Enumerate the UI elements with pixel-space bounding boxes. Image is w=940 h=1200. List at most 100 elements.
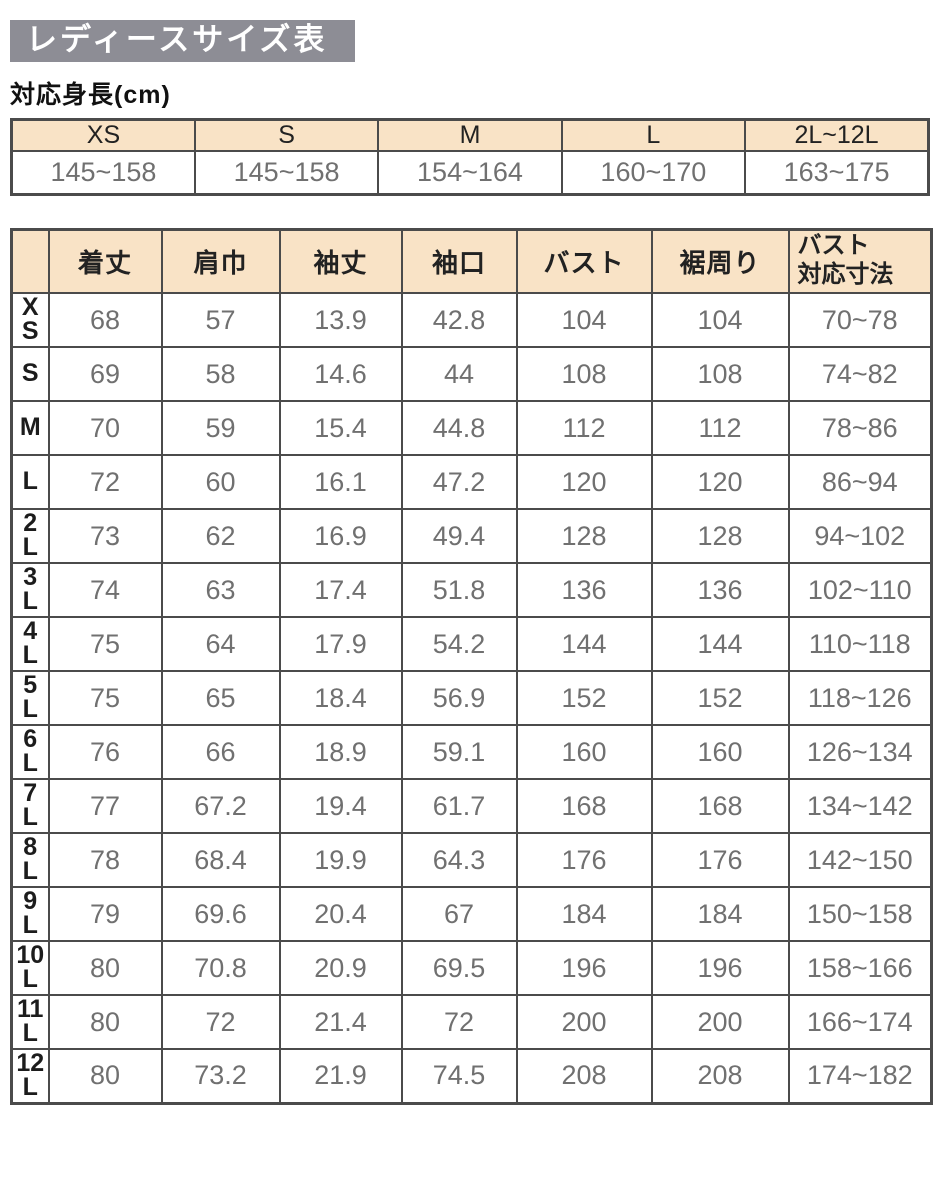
height-table-heading: 対応身長(cm) [10, 81, 171, 109]
size-value-cell: 20.4 [278, 886, 403, 942]
size-value-cell: 51.8 [400, 562, 518, 618]
size-row-M: M 70 59 15.4 44.8 112 112 78~86 [10, 400, 933, 456]
size-value-cell: 176 [515, 832, 653, 888]
size-value-cell: 166~174 [787, 994, 933, 1050]
size-value-cell: 174~182 [787, 1048, 933, 1104]
size-value-cell: 49.4 [400, 508, 518, 564]
size-value-cell: 94~102 [787, 508, 933, 564]
row-label-4L: 4 L [10, 616, 50, 672]
row-label-M: M [10, 400, 50, 456]
size-value-cell: 74~82 [787, 346, 933, 402]
size-value-cell: 80 [47, 940, 163, 996]
size-value-cell: 72 [160, 994, 281, 1050]
size-value-cell: 44.8 [400, 400, 518, 456]
height-range-cell: 145~158 [193, 150, 380, 195]
size-value-cell: 58 [160, 346, 281, 402]
size-value-cell: 59.1 [400, 724, 518, 780]
size-value-cell: 73 [47, 508, 163, 564]
size-value-cell: 14.6 [278, 346, 403, 402]
size-value-cell: 73.2 [160, 1048, 281, 1104]
size-value-cell: 69.5 [400, 940, 518, 996]
size-row-8L: 8 L 78 68.4 19.9 64.3 176 176 142~150 [10, 832, 933, 888]
size-value-cell: 16.1 [278, 454, 403, 510]
size-value-cell: 44 [400, 346, 518, 402]
size-col-header: 肩巾 [160, 228, 281, 294]
row-label-11L: 11 L [10, 994, 50, 1050]
size-value-cell: 74.5 [400, 1048, 518, 1104]
row-label-XS: X S [10, 292, 50, 348]
size-value-cell: 15.4 [278, 400, 403, 456]
size-value-cell: 18.4 [278, 670, 403, 726]
size-value-cell: 42.8 [400, 292, 518, 348]
size-value-cell: 112 [515, 400, 653, 456]
size-value-cell: 17.9 [278, 616, 403, 672]
size-value-cell: 21.4 [278, 994, 403, 1050]
height-range-cell: 163~175 [744, 150, 930, 195]
size-value-cell: 168 [650, 778, 790, 834]
size-row-S: S 69 58 14.6 44 108 108 74~82 [10, 346, 933, 402]
height-range-cell: 154~164 [377, 150, 563, 195]
size-value-cell: 70.8 [160, 940, 281, 996]
height-table-values-row: 145~158 145~158 154~164 160~170 163~175 [10, 150, 930, 195]
size-value-cell: 80 [47, 994, 163, 1050]
size-value-cell: 196 [515, 940, 653, 996]
size-value-cell: 19.9 [278, 832, 403, 888]
size-value-cell: 176 [650, 832, 790, 888]
size-value-cell: 69 [47, 346, 163, 402]
size-value-cell: 70~78 [787, 292, 933, 348]
size-row-7L: 7 L 77 67.2 19.4 61.7 168 168 134~142 [10, 778, 933, 834]
size-value-cell: 75 [47, 670, 163, 726]
row-label-9L: 9 L [10, 886, 50, 942]
height-col-header: XS [10, 118, 196, 152]
size-table-corner-cell [10, 228, 50, 294]
size-value-cell: 65 [160, 670, 281, 726]
size-value-cell: 66 [160, 724, 281, 780]
size-value-cell: 75 [47, 616, 163, 672]
size-col-header: 着丈 [47, 228, 163, 294]
height-col-header: L [560, 118, 747, 152]
size-value-cell: 62 [160, 508, 281, 564]
size-value-cell: 56.9 [400, 670, 518, 726]
size-value-cell: 184 [515, 886, 653, 942]
size-value-cell: 67 [400, 886, 518, 942]
size-value-cell: 128 [515, 508, 653, 564]
size-value-cell: 13.9 [278, 292, 403, 348]
size-value-cell: 86~94 [787, 454, 933, 510]
size-row-4L: 4 L 75 64 17.9 54.2 144 144 110~118 [10, 616, 933, 672]
size-value-cell: 76 [47, 724, 163, 780]
size-value-cell: 60 [160, 454, 281, 510]
size-value-cell: 63 [160, 562, 281, 618]
size-row-10L: 10 L 80 70.8 20.9 69.5 196 196 158~166 [10, 940, 933, 996]
size-value-cell: 104 [650, 292, 790, 348]
row-label-2L: 2 L [10, 508, 50, 564]
size-col-header: 裾周り [650, 228, 790, 294]
size-value-cell: 69.6 [160, 886, 281, 942]
size-col-header: バスト 対応寸法 [787, 228, 933, 294]
size-col-header: 袖口 [400, 228, 518, 294]
size-value-cell: 18.9 [278, 724, 403, 780]
row-label-S: S [10, 346, 50, 402]
size-row-9L: 9 L 79 69.6 20.4 67 184 184 150~158 [10, 886, 933, 942]
size-value-cell: 136 [650, 562, 790, 618]
size-value-cell: 208 [650, 1048, 790, 1104]
size-value-cell: 108 [650, 346, 790, 402]
row-label-7L: 7 L [10, 778, 50, 834]
size-value-cell: 17.4 [278, 562, 403, 618]
size-value-cell: 120 [650, 454, 790, 510]
size-value-cell: 80 [47, 1048, 163, 1104]
size-value-cell: 20.9 [278, 940, 403, 996]
size-value-cell: 21.9 [278, 1048, 403, 1104]
row-label-12L: 12 L [10, 1048, 50, 1104]
size-value-cell: 208 [515, 1048, 653, 1104]
size-value-cell: 68 [47, 292, 163, 348]
size-value-cell: 142~150 [787, 832, 933, 888]
ladies-size-chart-page: レディースサイズ表 対応身長(cm) XS S M L 2L~12L 145~158 14… [10, 20, 933, 1105]
row-label-10L: 10 L [10, 940, 50, 996]
size-value-cell: 79 [47, 886, 163, 942]
size-value-cell: 72 [47, 454, 163, 510]
size-value-cell: 108 [515, 346, 653, 402]
size-value-cell: 77 [47, 778, 163, 834]
row-label-6L: 6 L [10, 724, 50, 780]
size-row-11L: 11 L 80 72 21.4 72 200 200 166~174 [10, 994, 933, 1050]
size-value-cell: 160 [515, 724, 653, 780]
